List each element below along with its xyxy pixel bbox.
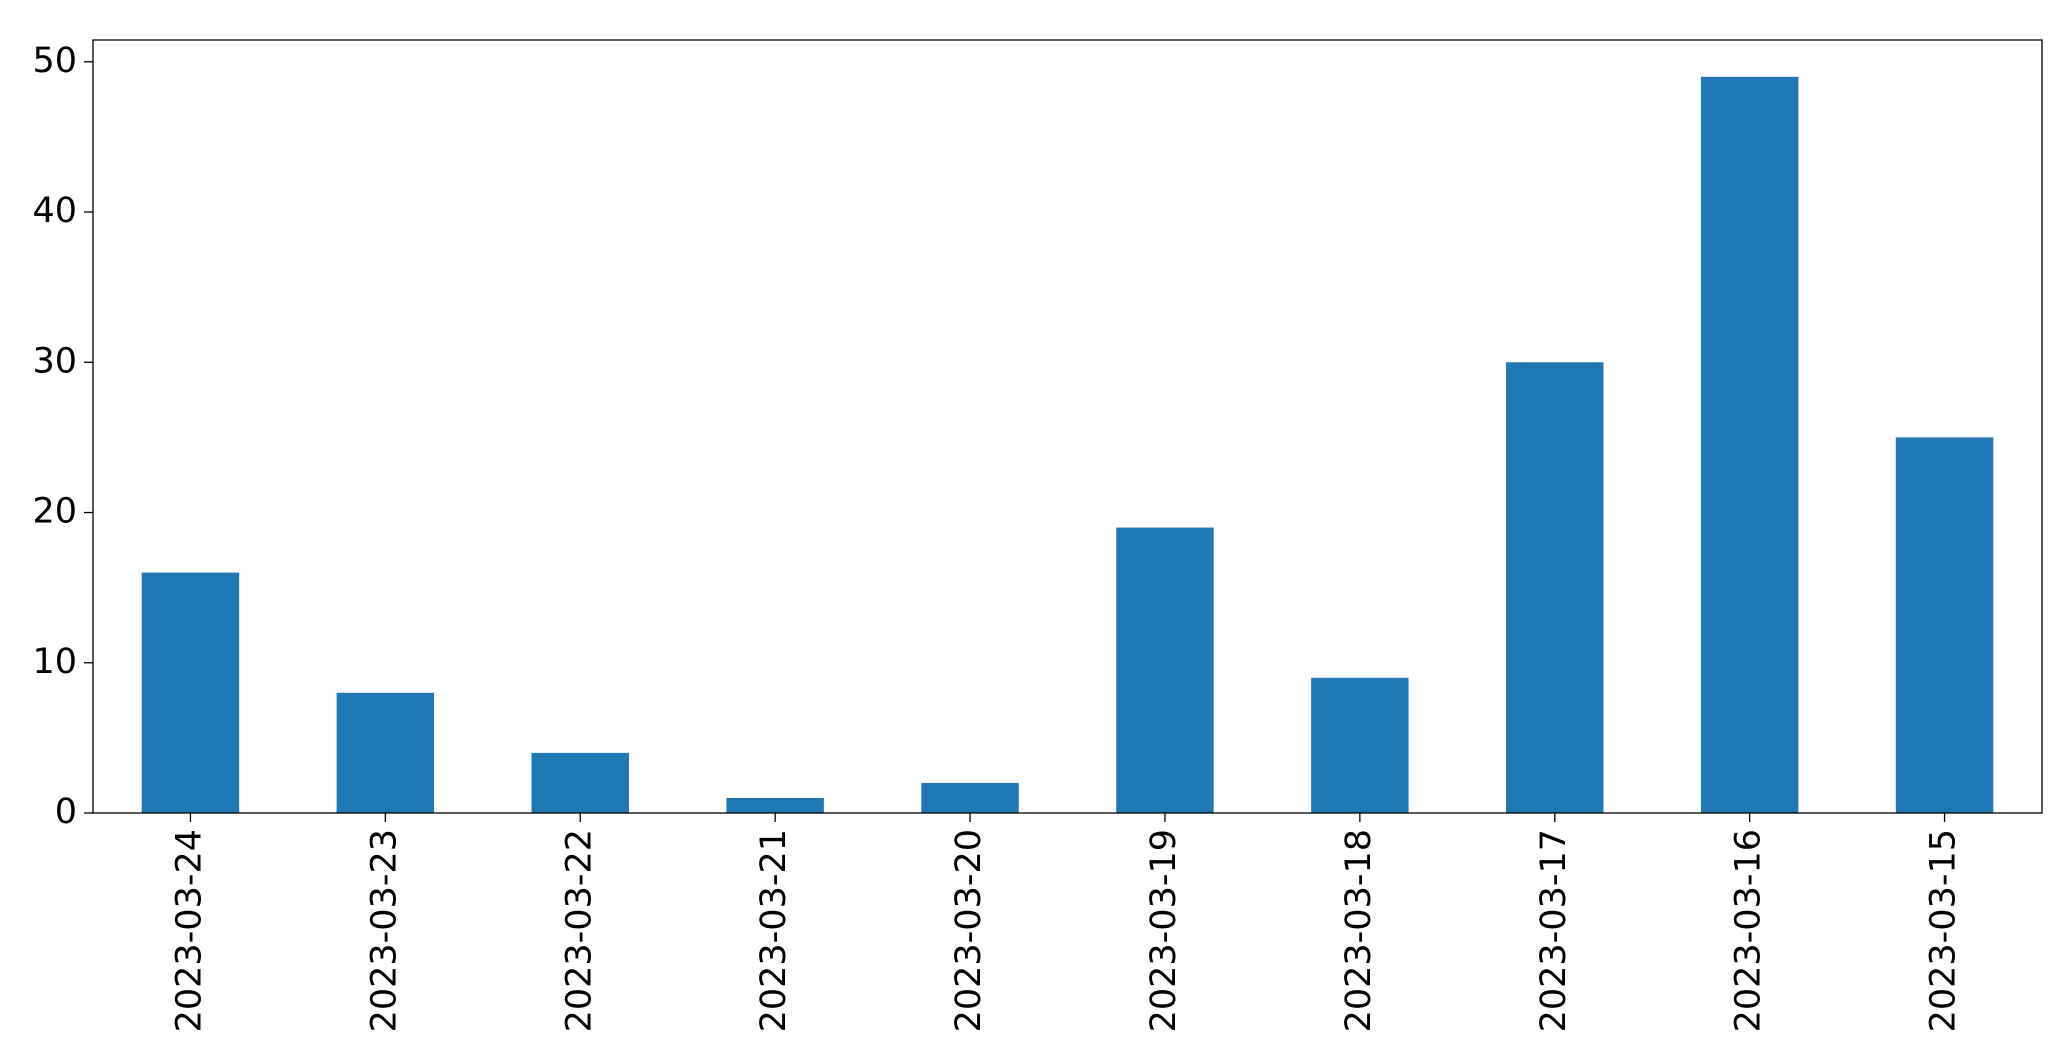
bar (336, 692, 435, 813)
y-tick-label: 40 (32, 191, 77, 231)
x-tick-label: 2023-03-17 (1534, 829, 1574, 1032)
x-tick-label: 2023-03-15 (1924, 829, 1964, 1032)
y-tick-label: 10 (32, 642, 77, 682)
x-tick-label: 2023-03-20 (949, 829, 989, 1032)
x-tick-label: 2023-03-19 (1144, 829, 1184, 1032)
y-tick-label: 0 (55, 792, 77, 832)
x-tick-label: 2023-03-23 (364, 829, 404, 1032)
x-tick-label: 2023-03-18 (1339, 829, 1379, 1032)
x-tick-label: 2023-03-22 (559, 829, 599, 1032)
bar (1311, 677, 1409, 813)
x-tick-label: 2023-03-24 (169, 829, 209, 1032)
bar (921, 782, 1019, 813)
bar (1895, 437, 1994, 813)
x-tick-label: 2023-03-16 (1729, 829, 1769, 1032)
bar (726, 797, 824, 813)
bar (531, 752, 629, 813)
bar (1506, 362, 1604, 813)
bar (1700, 76, 1799, 814)
y-tick-label: 30 (32, 341, 77, 381)
y-tick-label: 20 (32, 492, 77, 532)
y-tick-label: 50 (32, 41, 77, 81)
bar (141, 572, 240, 813)
plot-frame (92, 39, 2043, 814)
x-tick-label: 2023-03-21 (754, 829, 794, 1032)
bar (1116, 527, 1214, 813)
